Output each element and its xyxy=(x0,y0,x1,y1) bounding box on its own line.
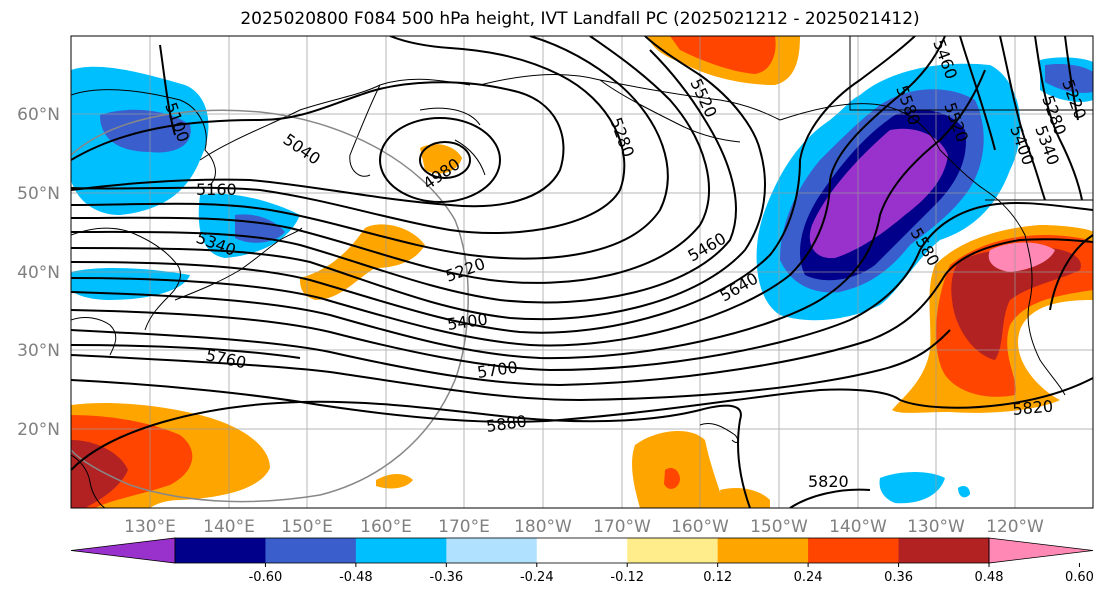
lon-label: 170°E xyxy=(438,517,490,537)
shade-positive-region xyxy=(376,474,413,489)
map-title: 2025020800 F084 500 hPa height, IVT Land… xyxy=(240,9,920,29)
lat-label: 20°N xyxy=(17,420,60,440)
graticule xyxy=(71,36,1093,508)
contour-label: 5820 xyxy=(1012,397,1054,419)
shade-positive-core xyxy=(951,247,1081,360)
coastlines xyxy=(71,36,1093,508)
contour-5220 xyxy=(71,36,669,260)
colorbar-segment xyxy=(627,538,719,563)
lat-label: 60°N xyxy=(17,105,60,125)
shade-positive-core xyxy=(664,468,680,489)
colorbar-segment xyxy=(265,538,357,563)
contour-5280 xyxy=(71,36,710,284)
height-contours xyxy=(71,36,1093,508)
shade-positive-core xyxy=(670,36,776,74)
contour-5520 xyxy=(71,36,946,347)
colorbar-segment xyxy=(175,538,266,563)
colorbar-tick-label: -0.24 xyxy=(520,570,554,585)
contour-5580 xyxy=(71,69,986,360)
lat-label: 50°N xyxy=(17,184,60,204)
lon-label: 150°W xyxy=(750,517,808,537)
shade-positive-peak xyxy=(988,242,1055,272)
colorbar-segment xyxy=(898,538,990,563)
contour-label: 5820 xyxy=(808,472,849,491)
colorbar-tick-label: 0.60 xyxy=(1065,570,1094,585)
colorbar-tick-label: 0.36 xyxy=(884,570,913,585)
lat-label: 30°N xyxy=(17,341,60,361)
lon-label: 120°W xyxy=(986,517,1044,537)
colorbar-tick-label: -0.48 xyxy=(339,570,373,585)
shade-positive-region xyxy=(632,430,725,508)
lon-label: 170°W xyxy=(593,517,651,537)
lon-label: 130°W xyxy=(907,517,965,537)
lat-label: 40°N xyxy=(17,263,60,283)
contour-5100 xyxy=(71,81,565,208)
contour-4980 xyxy=(419,141,471,179)
colorbar-tick-label: 0.48 xyxy=(975,570,1004,585)
lon-label: 160°W xyxy=(671,517,729,537)
longitude-labels: 130°E 140°E 150°E 160°E 170°E 180°W 170°… xyxy=(124,517,1044,537)
shade-negative-region xyxy=(958,486,970,498)
latitude-labels: 60°N 50°N 40°N 30°N 20°N xyxy=(17,105,60,440)
lon-label: 140°W xyxy=(829,517,887,537)
lon-label: 130°E xyxy=(124,517,176,537)
contour-label: 5160 xyxy=(196,180,237,199)
colorbar-frame xyxy=(174,537,990,564)
colorbar-tick-label: -0.12 xyxy=(610,570,644,585)
colorbar-extend-high xyxy=(988,537,1094,564)
lon-label: 150°E xyxy=(281,517,333,537)
contour-5460 xyxy=(71,36,916,334)
colorbar-segment xyxy=(717,538,809,563)
lon-label: 180°W xyxy=(514,517,572,537)
contour-5160 xyxy=(71,36,626,235)
colorbar: -0.60 -0.48 -0.36 -0.24 -0.12 0.12 0.24 0.36 0.4… xyxy=(70,537,1094,585)
colorbar-segment xyxy=(446,538,538,563)
contour-5640 xyxy=(71,201,1093,372)
shade-positive-region xyxy=(720,488,770,508)
lon-label: 160°E xyxy=(360,517,412,537)
colorbar-segment xyxy=(536,538,628,563)
colorbar-tick-label: -0.36 xyxy=(430,570,464,585)
ivt-shading xyxy=(71,36,1093,508)
contour-5040 xyxy=(379,117,501,203)
range-ring xyxy=(71,109,469,503)
shade-positive-region xyxy=(300,224,425,300)
shade-negative-region xyxy=(879,472,945,504)
map-frame xyxy=(70,35,1094,509)
shade-positive-region xyxy=(420,144,462,174)
map-area xyxy=(71,36,1093,508)
colorbar-segment xyxy=(808,538,900,563)
shade-negative-core xyxy=(1045,63,1093,93)
contour-5700 xyxy=(71,238,1093,387)
lon-label: 140°E xyxy=(203,517,255,537)
colorbar-segment xyxy=(355,538,447,563)
colorbar-extend-low xyxy=(70,537,176,564)
contour-5340 xyxy=(71,49,737,304)
contour-5400 xyxy=(71,36,766,321)
colorbar-tick-label: -0.60 xyxy=(249,570,283,585)
colorbar-tick-label: 0.24 xyxy=(794,570,823,585)
colorbar-tick-label: 0.12 xyxy=(703,570,732,585)
